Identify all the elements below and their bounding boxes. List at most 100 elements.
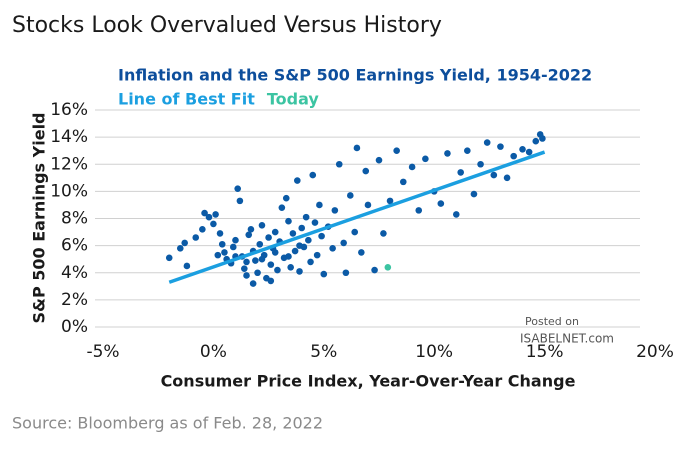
data-point <box>384 264 392 271</box>
data-point <box>254 269 261 277</box>
data-point <box>329 245 336 252</box>
data-point <box>510 152 517 160</box>
y-axis-label: S&P 500 Earnings Yield <box>30 112 49 323</box>
data-point <box>457 169 464 176</box>
data-point <box>296 242 303 249</box>
data-point <box>247 226 255 233</box>
data-point <box>221 249 228 256</box>
data-point <box>302 213 310 221</box>
best-fit-line <box>168 150 546 284</box>
data-point <box>519 146 526 153</box>
data-point <box>183 262 191 270</box>
data-point <box>380 230 387 237</box>
data-point <box>258 221 266 229</box>
x-tick-label: 0% <box>200 342 227 362</box>
data-point <box>422 155 429 163</box>
data-point <box>331 207 339 214</box>
data-point <box>271 228 279 236</box>
x-tick-label: 15% <box>526 342 564 362</box>
data-point <box>346 192 354 199</box>
x-tick-label: 5% <box>310 342 337 362</box>
data-point <box>214 251 222 259</box>
data-point <box>316 201 323 209</box>
data-point <box>399 178 407 186</box>
source-note: Source: Bloomberg as of Feb. 28, 2022 <box>12 414 323 433</box>
y-tick-label: 8% <box>61 209 88 229</box>
watermark: ISABELNET.com <box>520 332 614 346</box>
data-point <box>408 163 416 171</box>
data-point <box>497 143 504 150</box>
data-point <box>181 239 188 247</box>
y-tick-label: 14% <box>50 127 88 147</box>
data-point <box>234 185 241 192</box>
data-point <box>335 160 343 168</box>
data-point <box>243 258 250 266</box>
chart-title: Stocks Look Overvalued Versus History <box>12 13 442 38</box>
data-point <box>375 156 383 164</box>
data-point <box>490 171 498 179</box>
y-tick-label: 12% <box>50 154 88 174</box>
data-point <box>320 270 328 278</box>
data-point <box>271 249 279 256</box>
y-tick-label: 16% <box>50 100 88 120</box>
data-point <box>165 254 173 262</box>
data-point <box>371 266 378 274</box>
y-tick-label: 6% <box>61 236 88 256</box>
data-point <box>267 277 275 285</box>
legend-entry: Today <box>267 90 320 109</box>
data-point <box>210 220 217 228</box>
data-point <box>218 240 226 248</box>
y-tick-label: 0% <box>61 317 88 337</box>
data-point <box>199 226 206 233</box>
data-point <box>296 268 303 275</box>
data-point <box>358 249 365 256</box>
data-point <box>393 147 400 154</box>
data-point <box>252 257 259 264</box>
data-point <box>415 207 423 214</box>
data-point <box>287 264 294 271</box>
data-point <box>532 137 540 145</box>
x-tick-label: 20% <box>636 342 674 362</box>
y-tick-label: 2% <box>61 290 88 310</box>
data-point <box>464 147 471 154</box>
y-tick-label: 10% <box>50 181 88 201</box>
data-point <box>452 211 460 218</box>
x-tick-label: -5% <box>86 342 119 362</box>
data-point <box>278 204 286 211</box>
data-point <box>305 236 312 244</box>
data-point <box>444 150 451 157</box>
data-point <box>243 272 250 279</box>
data-point <box>364 201 372 209</box>
data-point <box>245 231 253 239</box>
data-point <box>258 255 266 263</box>
watermark: Posted on <box>525 315 579 328</box>
data-point <box>525 148 533 156</box>
data-point <box>212 211 219 218</box>
data-point <box>342 269 350 277</box>
data-point <box>351 228 359 236</box>
data-point <box>386 197 394 205</box>
data-point <box>318 232 325 240</box>
legend-entry: Line of Best Fit <box>118 90 255 109</box>
data-point <box>309 171 317 179</box>
data-point <box>285 253 292 260</box>
data-point <box>294 177 301 184</box>
data-point <box>201 209 208 217</box>
data-point <box>232 236 239 244</box>
data-point <box>503 174 511 182</box>
data-point <box>236 197 244 205</box>
data-point <box>256 240 264 248</box>
data-point <box>267 261 275 268</box>
data-point <box>216 230 224 237</box>
data-point <box>340 239 347 247</box>
data-point <box>176 245 184 252</box>
data-point <box>274 266 281 274</box>
data-point <box>285 217 292 225</box>
chart-subtitle: Inflation and the S&P 500 Earnings Yield… <box>118 66 592 85</box>
data-point <box>229 243 237 251</box>
data-point <box>470 190 478 198</box>
data-point <box>249 280 257 287</box>
y-tick-label: 4% <box>61 263 88 283</box>
